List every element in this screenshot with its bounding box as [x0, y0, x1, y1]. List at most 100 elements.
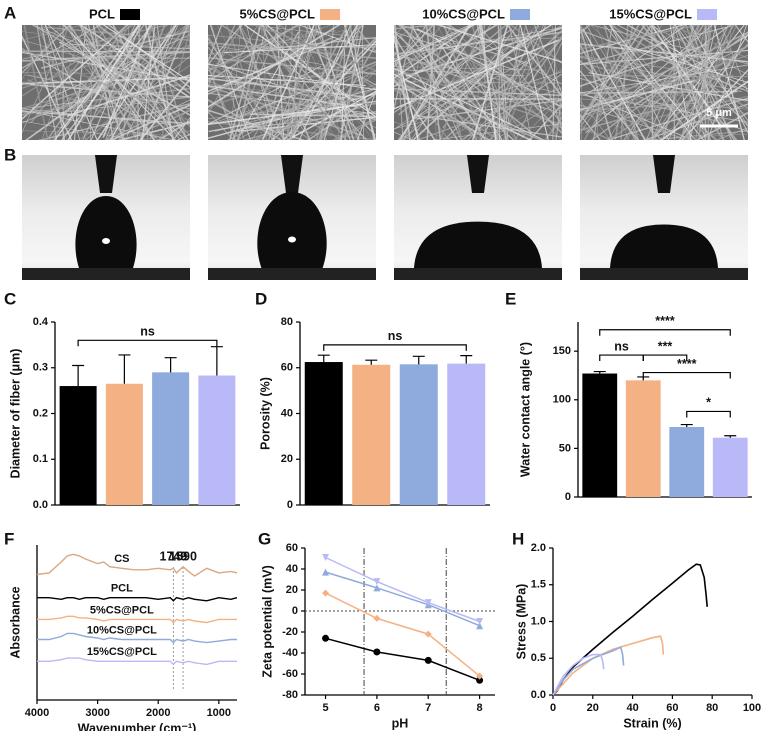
bar	[625, 380, 661, 497]
fiber	[580, 25, 732, 65]
substrate	[580, 268, 748, 280]
fiber	[528, 103, 562, 140]
bar	[152, 372, 190, 505]
peak-label: 1590	[169, 549, 197, 563]
fiber	[650, 25, 731, 140]
fiber	[41, 25, 85, 140]
fiber	[606, 42, 718, 140]
legend-swatch	[320, 9, 340, 20]
fiber	[216, 45, 376, 75]
panel-label: C	[4, 289, 16, 308]
fiber	[208, 41, 376, 59]
fiber	[669, 25, 748, 59]
fiber	[208, 83, 376, 106]
fiber	[176, 133, 190, 140]
significance-bracket	[599, 329, 731, 336]
fiber	[109, 104, 190, 140]
fiber	[394, 80, 544, 140]
significance-bracket	[642, 354, 688, 362]
y-tick-label: 0	[292, 605, 298, 617]
fiber	[101, 25, 122, 140]
fiber	[139, 78, 190, 140]
fiber	[99, 25, 143, 140]
fiber	[239, 25, 305, 132]
fiber	[399, 34, 478, 140]
fiber	[22, 110, 190, 125]
bar	[712, 437, 748, 497]
fiber	[224, 44, 376, 54]
x-tick-label: 100	[743, 702, 761, 714]
fiber	[438, 71, 562, 112]
fiber	[580, 74, 734, 95]
sem-image	[394, 25, 562, 140]
fiber	[604, 25, 696, 140]
y-tick-label: -20	[282, 626, 298, 638]
y-axis-label: Porosity (%)	[258, 377, 272, 450]
significance-label: *	[706, 396, 711, 410]
y-tick-label: 2.0	[531, 542, 546, 554]
bar	[105, 383, 143, 505]
fiber	[580, 60, 663, 140]
fiber	[238, 25, 261, 140]
drop-image	[22, 155, 190, 280]
fiber	[394, 25, 471, 60]
fiber	[81, 25, 157, 122]
fiber	[642, 103, 748, 140]
fiber	[435, 37, 503, 140]
fiber	[659, 80, 748, 140]
significance-bracket	[642, 371, 731, 379]
fiber	[208, 62, 312, 140]
fiber	[250, 32, 344, 140]
fiber	[438, 27, 562, 50]
fiber	[394, 25, 435, 68]
fiber	[493, 98, 562, 140]
error-bar	[460, 355, 473, 364]
error-bar	[680, 423, 693, 427]
y-tick-label: 100	[553, 394, 571, 406]
fiber	[208, 65, 322, 125]
fiber	[105, 25, 188, 140]
fiber	[208, 25, 236, 89]
fiber	[208, 92, 376, 115]
fiber	[22, 25, 129, 120]
fiber	[208, 25, 341, 109]
x-axis-label: Strain (%)	[623, 716, 681, 730]
fiber	[126, 25, 179, 137]
fiber	[631, 25, 704, 140]
error-bar	[412, 355, 425, 365]
y-tick-label: 0.3	[33, 362, 48, 374]
y-tick-label: 60	[281, 362, 293, 374]
significance-bracket	[323, 344, 467, 351]
fiber	[22, 55, 163, 124]
error-bar	[365, 359, 378, 365]
spectrum	[37, 615, 237, 624]
fiber	[614, 25, 634, 140]
x-tick-label: 0	[550, 702, 556, 714]
significance-label: ns	[388, 329, 403, 343]
x-tick-label: 4000	[25, 707, 49, 719]
marker	[373, 648, 381, 656]
x-tick-label: 60	[666, 702, 678, 714]
needle	[467, 155, 489, 193]
drop-image	[580, 155, 748, 280]
fiber	[22, 57, 179, 124]
fiber	[172, 117, 190, 140]
legend-label: 5%CS@PCL	[239, 6, 315, 21]
x-tick-label: 5	[322, 702, 328, 714]
sem-image	[22, 25, 190, 140]
fiber	[124, 109, 190, 140]
fiber	[93, 25, 114, 140]
marker	[373, 584, 381, 592]
fiber	[96, 25, 190, 95]
fiber	[406, 25, 469, 140]
fiber	[22, 25, 71, 74]
fiber	[208, 63, 376, 91]
spectrum	[37, 657, 237, 666]
fiber	[401, 25, 544, 113]
fiber	[649, 25, 748, 75]
panel-label: B	[4, 145, 16, 164]
fiber	[102, 25, 190, 83]
fiber	[67, 25, 141, 140]
fiber	[394, 34, 419, 140]
